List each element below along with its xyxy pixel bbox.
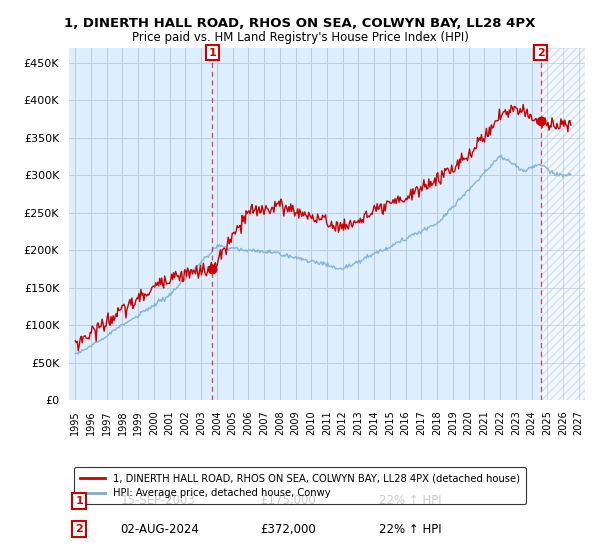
- Text: 22% ↑ HPI: 22% ↑ HPI: [379, 494, 441, 507]
- Text: 2: 2: [537, 48, 545, 58]
- Text: 15-SEP-2003: 15-SEP-2003: [121, 494, 196, 507]
- Text: £175,000: £175,000: [260, 494, 316, 507]
- Text: 02-AUG-2024: 02-AUG-2024: [121, 522, 199, 536]
- Text: Price paid vs. HM Land Registry's House Price Index (HPI): Price paid vs. HM Land Registry's House …: [131, 31, 469, 44]
- Text: 2: 2: [76, 524, 83, 534]
- Text: 1: 1: [76, 496, 83, 506]
- Bar: [541, 48, 585, 400]
- Text: £372,000: £372,000: [260, 522, 316, 536]
- Text: 22% ↑ HPI: 22% ↑ HPI: [379, 522, 441, 536]
- Text: 1: 1: [208, 48, 216, 58]
- Text: 1, DINERTH HALL ROAD, RHOS ON SEA, COLWYN BAY, LL28 4PX: 1, DINERTH HALL ROAD, RHOS ON SEA, COLWY…: [64, 17, 536, 30]
- Legend: 1, DINERTH HALL ROAD, RHOS ON SEA, COLWYN BAY, LL28 4PX (detached house), HPI: A: 1, DINERTH HALL ROAD, RHOS ON SEA, COLWY…: [74, 467, 526, 504]
- Bar: [541, 48, 585, 400]
